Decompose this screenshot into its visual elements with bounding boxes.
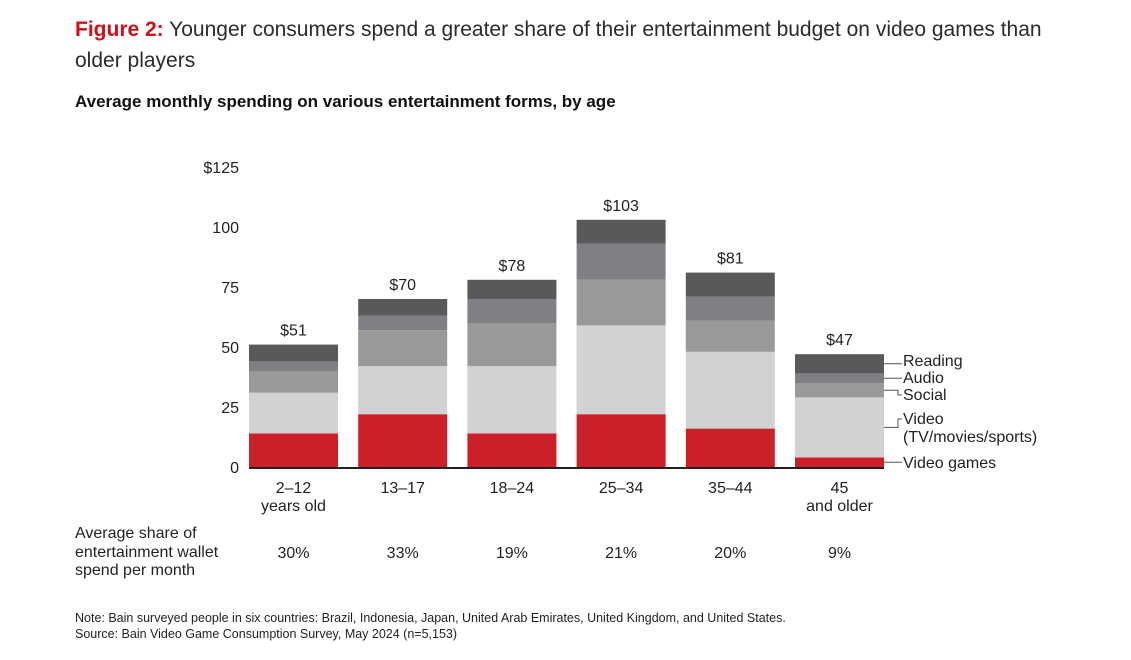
bar-stack bbox=[685, 272, 775, 467]
bar-segment-video-tv-movies-sports bbox=[467, 366, 557, 434]
share-value: 30% bbox=[277, 545, 309, 562]
bar-total-label: $70 bbox=[389, 277, 416, 294]
legend-leader-line bbox=[884, 389, 902, 396]
figure-label: Figure 2: bbox=[75, 18, 164, 41]
legend-label: Reading bbox=[903, 353, 963, 370]
legend-leader-line bbox=[884, 418, 902, 428]
bar-segment-video-tv-movies-sports bbox=[358, 366, 448, 415]
note-text: Note: Bain surveyed people in six countr… bbox=[75, 611, 786, 625]
bar-stack bbox=[467, 279, 557, 467]
bar-segment-audio bbox=[576, 243, 666, 280]
bar-segment-video-games bbox=[795, 457, 884, 467]
x-category-label: and older bbox=[806, 498, 873, 515]
bar-segment-reading bbox=[249, 344, 338, 362]
x-category-label: 45 bbox=[831, 480, 849, 497]
bar-segment-audio bbox=[467, 299, 557, 323]
bar-segment-audio bbox=[795, 373, 884, 383]
bar-total-label: $51 bbox=[280, 323, 307, 340]
bar-total-label: $81 bbox=[717, 251, 744, 268]
bar-stack bbox=[249, 344, 338, 467]
bar-segment-social bbox=[249, 371, 338, 393]
x-category-label: 25–34 bbox=[599, 480, 644, 497]
bar-stack bbox=[795, 354, 884, 467]
y-tick-label: 100 bbox=[212, 220, 239, 237]
legend-label: (TV/movies/sports) bbox=[903, 429, 1037, 446]
share-value: 21% bbox=[605, 545, 637, 562]
x-category-label: 18–24 bbox=[490, 480, 535, 497]
legend-label: Social bbox=[903, 387, 947, 404]
share-value: 20% bbox=[714, 545, 746, 562]
bar-segment-video-games bbox=[358, 414, 448, 467]
bar-segment-audio bbox=[358, 315, 448, 331]
bar-segment-social bbox=[358, 330, 448, 367]
bar-total-label: $78 bbox=[499, 258, 526, 275]
share-value: 33% bbox=[387, 545, 419, 562]
chart-subtitle: Average monthly spending on various ente… bbox=[75, 92, 616, 111]
share-label-line: Average share of bbox=[75, 525, 197, 542]
bar-segment-video-games bbox=[685, 428, 775, 467]
x-category-label: 35–44 bbox=[708, 480, 753, 497]
share-label-line: spend per month bbox=[75, 562, 196, 579]
y-tick-label: 25 bbox=[221, 400, 239, 417]
share-value: 9% bbox=[828, 545, 851, 562]
bar-total-label: $47 bbox=[826, 332, 853, 349]
bar-segment-reading bbox=[576, 219, 666, 244]
bar-segment-social bbox=[467, 323, 557, 367]
bar-segment-video-games bbox=[249, 433, 338, 467]
bars bbox=[249, 219, 884, 467]
footnote: Note: Bain surveyed people in six countr… bbox=[75, 610, 786, 642]
bar-segment-social bbox=[685, 320, 775, 352]
share-label-line: entertainment wallet bbox=[75, 543, 219, 561]
y-tick-label: 0 bbox=[230, 460, 239, 477]
share-row-label: Average share of entertainment wallet sp… bbox=[75, 525, 218, 581]
legend-label: Video bbox=[903, 411, 944, 428]
bar-segment-social bbox=[576, 279, 666, 326]
bar-segment-reading bbox=[795, 354, 884, 374]
bar-segment-reading bbox=[358, 299, 448, 316]
bar-stack bbox=[576, 219, 666, 467]
bar-segment-video-games bbox=[576, 414, 666, 467]
bar-segment-video-tv-movies-sports bbox=[685, 351, 775, 429]
x-category-label: years old bbox=[261, 498, 326, 515]
y-tick-label: 75 bbox=[221, 280, 239, 297]
total-labels: $51 $70 $78 $103 $81 $47 bbox=[280, 198, 853, 349]
bar-segment-video-tv-movies-sports bbox=[576, 325, 666, 415]
y-axis: 0 25 50 75 100 $125 bbox=[203, 160, 239, 477]
bar-stack bbox=[358, 299, 448, 467]
bar-segment-video-tv-movies-sports bbox=[795, 397, 884, 458]
bar-segment-reading bbox=[467, 279, 557, 299]
x-category-label: 2–12 bbox=[276, 480, 312, 497]
bar-segment-social bbox=[795, 383, 884, 398]
bar-total-label: $103 bbox=[603, 198, 639, 215]
legend-label: Video games bbox=[903, 455, 996, 472]
source-text: Source: Bain Video Game Consumption Surv… bbox=[75, 627, 458, 641]
y-tick-label: 50 bbox=[221, 340, 239, 357]
share-value: 19% bbox=[496, 545, 528, 562]
bar-segment-reading bbox=[685, 272, 775, 297]
y-tick-label: $125 bbox=[203, 160, 239, 177]
legend-label: Audio bbox=[903, 370, 944, 387]
bar-segment-audio bbox=[685, 296, 775, 321]
figure-title: Figure 2: Younger consumers spend a grea… bbox=[75, 14, 1075, 76]
bar-segment-video-tv-movies-sports bbox=[249, 392, 338, 434]
figure-title-text: Younger consumers spend a greater share … bbox=[75, 18, 1042, 72]
bar-segment-audio bbox=[249, 361, 338, 371]
bar-segment-video-games bbox=[467, 433, 557, 467]
x-category-label: 13–17 bbox=[380, 480, 425, 497]
share-row-values: 30% 33% 19% 21% 20% 9% bbox=[277, 545, 851, 562]
